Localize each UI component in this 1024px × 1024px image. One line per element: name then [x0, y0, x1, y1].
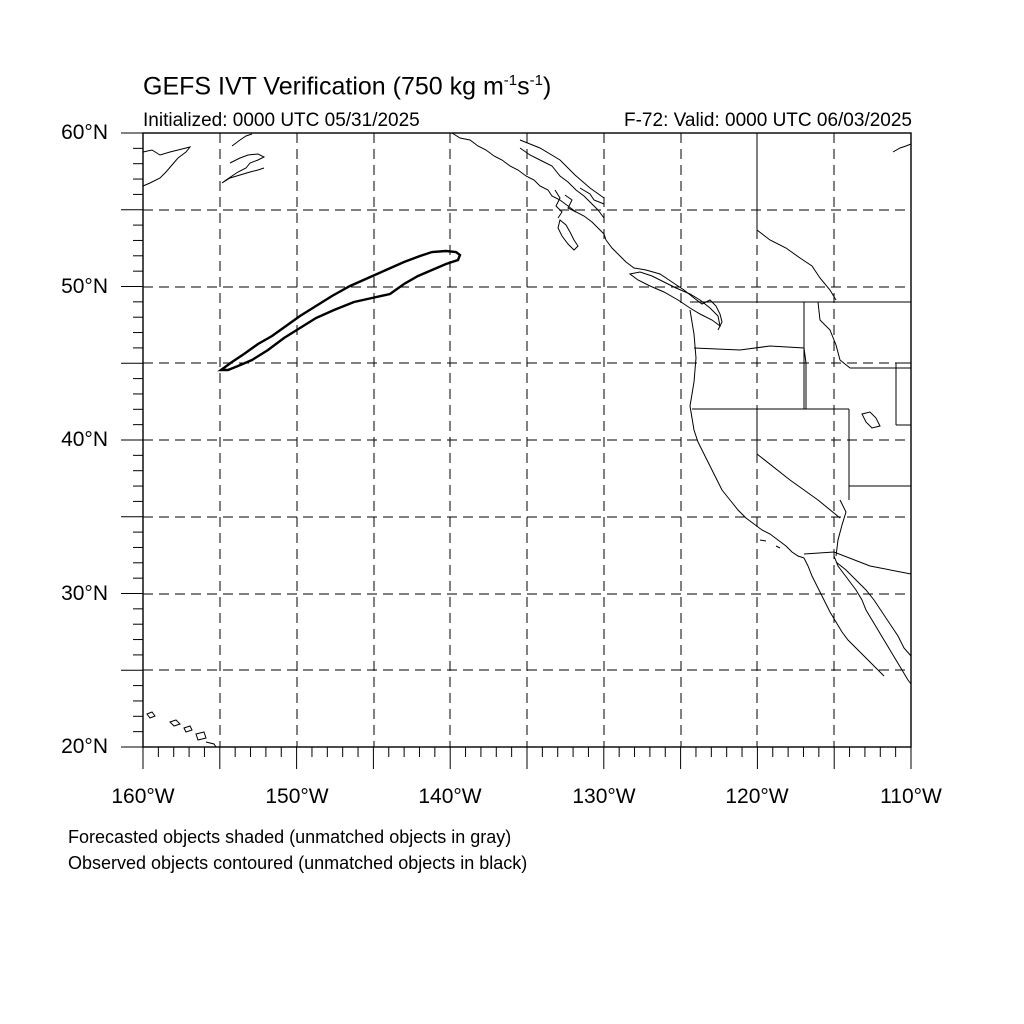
x-tick-label: 140°W	[418, 785, 482, 808]
chart-title: GEFS IVT Verification (750 kg m-1s-1)	[143, 72, 552, 101]
map-frame	[142, 132, 912, 748]
lat-lon-grid	[143, 133, 911, 747]
x-tick-label: 150°W	[265, 785, 329, 808]
x-tick-label: 110°W	[880, 785, 942, 808]
x-tick-label: 120°W	[725, 785, 789, 808]
y-tick-label: 60°N	[61, 121, 108, 144]
x-tick-label: 130°W	[572, 785, 636, 808]
initialized-time: Initialized: 0000 UTC 05/31/2025	[143, 110, 420, 131]
y-tick-label: 20°N	[61, 735, 108, 758]
forecast-legend-note: Forecasted objects shaded (unmatched obj…	[68, 827, 512, 847]
y-tick-label: 30°N	[61, 582, 108, 605]
observed-ivt-object-contour	[217, 249, 462, 372]
observed-legend-note: Observed objects contoured (unmatched ob…	[68, 853, 528, 873]
tick-marks	[121, 132, 912, 769]
y-tick-label: 50°N	[61, 275, 108, 298]
valid-time: F-72: Valid: 0000 UTC 06/03/2025	[624, 110, 912, 131]
y-tick-label: 40°N	[61, 428, 108, 451]
coastlines	[142, 132, 912, 748]
political-borders	[519, 133, 912, 575]
x-tick-label: 160°W	[111, 785, 175, 808]
